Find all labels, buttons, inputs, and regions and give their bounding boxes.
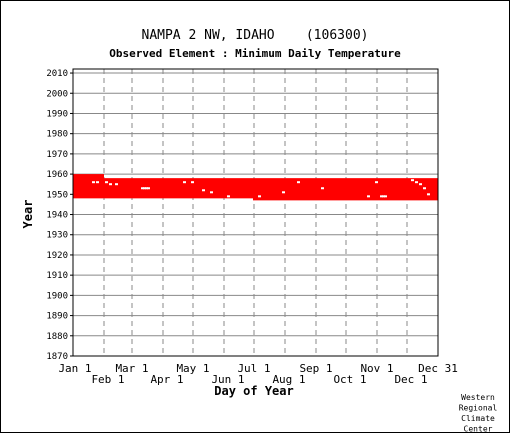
y-tick-label: 1920 xyxy=(46,251,68,261)
missing-data-point xyxy=(92,181,95,184)
missing-data-point xyxy=(382,195,385,198)
credit-line: Climate xyxy=(461,414,495,423)
x-tick-label: Jul 1 xyxy=(237,362,270,375)
x-axis-label: Day of Year xyxy=(214,384,293,398)
missing-data-point xyxy=(96,181,99,184)
missing-data-point xyxy=(141,187,144,190)
missing-data-point xyxy=(367,195,370,198)
missing-data-point xyxy=(191,181,194,184)
missing-data-point xyxy=(427,193,430,196)
y-tick-label: 1930 xyxy=(46,231,68,241)
missing-data-point xyxy=(147,187,150,190)
y-tick-label: 1940 xyxy=(46,211,68,221)
missing-data-point xyxy=(105,181,108,184)
missing-data-point xyxy=(419,183,422,186)
missing-data-point xyxy=(384,195,387,198)
y-tick-label: 1950 xyxy=(46,190,68,200)
missing-data-point xyxy=(282,191,285,194)
x-tick-label: Mar 1 xyxy=(115,362,148,375)
missing-data-point xyxy=(321,187,324,190)
missing-data-point xyxy=(423,187,426,190)
y-tick-label: 1990 xyxy=(46,109,68,119)
observed-period-bar xyxy=(104,178,253,199)
y-tick-label: 1870 xyxy=(46,352,68,362)
missing-data-point xyxy=(115,183,118,186)
x-tick-label: Aug 1 xyxy=(272,373,305,386)
y-tick-label: 2000 xyxy=(46,89,68,99)
missing-data-point xyxy=(202,189,205,192)
missing-data-point xyxy=(210,191,213,194)
missing-data-point xyxy=(415,181,418,184)
x-tick-label: Feb 1 xyxy=(91,373,124,386)
y-tick-labels: 1870 1880 1890 1900 1910 1920 1930 1940 1950 1960… xyxy=(46,69,73,362)
missing-data-point xyxy=(375,181,378,184)
credit-line: Regional xyxy=(459,404,498,413)
data-marks xyxy=(73,174,438,201)
y-tick-label: 2010 xyxy=(46,69,68,79)
x-tick-label: Nov 1 xyxy=(360,362,393,375)
missing-data-point xyxy=(143,187,146,190)
x-tick-label: May 1 xyxy=(176,362,209,375)
y-axis-label: Year xyxy=(21,200,35,229)
missing-data-point xyxy=(145,187,148,190)
y-tick-label: 1890 xyxy=(46,312,68,322)
missing-data-point xyxy=(109,183,112,186)
x-tick-label: Jun 1 xyxy=(211,373,244,386)
y-tick-label: 1900 xyxy=(46,291,68,301)
x-tick-label: Sep 1 xyxy=(299,362,332,375)
y-tick-label: 1880 xyxy=(46,332,68,342)
y-tick-label: 1960 xyxy=(46,170,68,180)
x-tick-label: Dec 1 xyxy=(394,373,427,386)
missing-data-point xyxy=(297,181,300,184)
credit-line: Center xyxy=(464,425,493,434)
x-tick-label: Dec 31 xyxy=(418,362,458,375)
x-tick-label: Apr 1 xyxy=(150,373,183,386)
missing-data-point xyxy=(380,195,383,198)
y-tick-label: 1910 xyxy=(46,271,68,281)
credit-line: Western xyxy=(461,393,495,402)
observed-period-bar xyxy=(253,178,438,201)
y-tick-label: 1980 xyxy=(46,130,68,140)
x-tick-label: Jan 1 xyxy=(58,362,91,375)
missing-data-point xyxy=(258,195,261,198)
plot-border xyxy=(72,68,439,357)
missing-data-point xyxy=(411,179,414,182)
x-tick-label: Oct 1 xyxy=(333,373,366,386)
observed-period-bar xyxy=(73,174,104,199)
chart-title: NAMPA 2 NW, IDAHO (106300) xyxy=(142,28,369,43)
missing-data-point xyxy=(227,195,230,198)
chart-subtitle: Observed Element : Minimum Daily Tempera… xyxy=(109,47,401,60)
missing-data-point xyxy=(183,181,186,184)
x-tick-labels: Jan 1 Mar 1 May 1 Jul 1 Sep 1 Nov 1 Dec 31 Feb … xyxy=(58,362,457,386)
y-tick-label: 1970 xyxy=(46,150,68,160)
grid-lines xyxy=(73,69,438,357)
